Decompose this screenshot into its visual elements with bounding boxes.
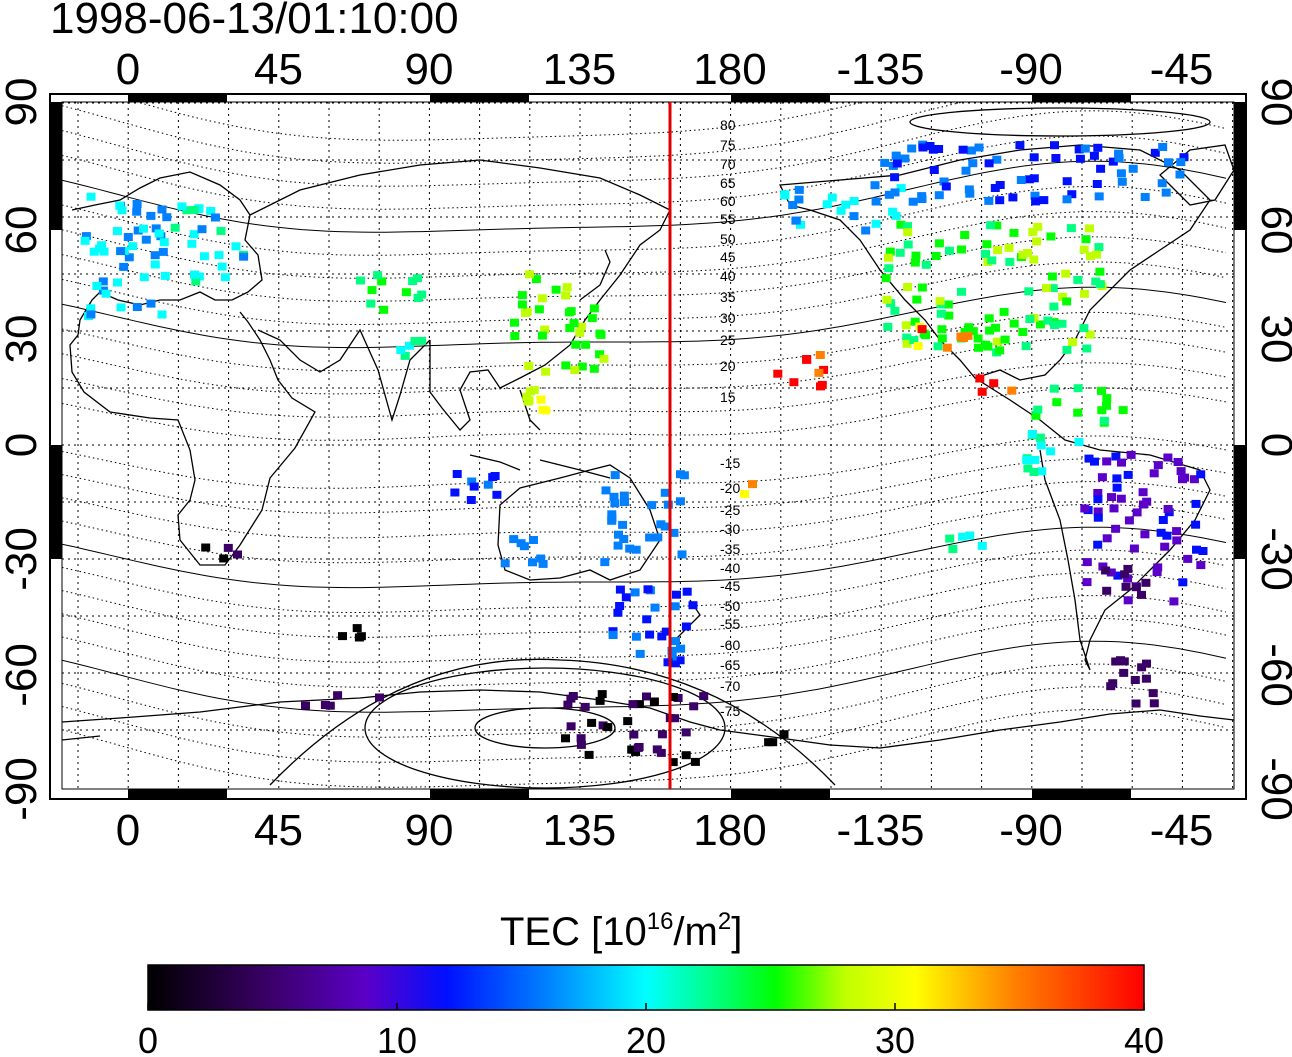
dip-label: -55 bbox=[720, 616, 740, 632]
dip-label: -45 bbox=[720, 578, 740, 594]
dip-label: 35 bbox=[720, 289, 736, 305]
dip-label: 30 bbox=[720, 310, 736, 326]
magnetic-dip-contours bbox=[62, 102, 1227, 789]
y-tick-right: 90 bbox=[1252, 78, 1292, 127]
y-tick-left: 60 bbox=[0, 206, 46, 255]
dip-label: 15 bbox=[720, 389, 736, 405]
dip-label: -40 bbox=[720, 560, 740, 576]
colorbar-tick: 30 bbox=[875, 1020, 915, 1057]
tec-data-cells bbox=[80, 140, 1208, 767]
colorbar-tick: 20 bbox=[626, 1020, 666, 1057]
x-tick-top: 0 bbox=[116, 45, 140, 94]
coastlines bbox=[62, 144, 1234, 749]
dip-label: -60 bbox=[720, 637, 740, 653]
y-tick-right: 30 bbox=[1252, 315, 1292, 364]
colorbar-tick: 10 bbox=[377, 1020, 417, 1057]
dip-label: 45 bbox=[720, 249, 736, 265]
dip-label: -20 bbox=[720, 480, 740, 496]
dip-label: 25 bbox=[720, 332, 736, 348]
x-tick-bottom: 90 bbox=[405, 806, 454, 855]
x-tick-bottom: -90 bbox=[999, 806, 1063, 855]
x-tick-bottom: 0 bbox=[116, 806, 140, 855]
y-tick-left: 0 bbox=[0, 433, 46, 457]
x-tick-bottom: -45 bbox=[1150, 806, 1214, 855]
x-tick-top: 45 bbox=[254, 45, 303, 94]
y-tick-left: -30 bbox=[0, 527, 46, 591]
figure-title: 1998-06-13/01:10:00 bbox=[50, 0, 459, 43]
x-tick-bottom: -135 bbox=[836, 806, 924, 855]
colorbar-tick: 40 bbox=[1124, 1020, 1164, 1057]
dip-label: 55 bbox=[720, 211, 736, 227]
dip-label: -30 bbox=[720, 521, 740, 537]
x-tick-top: -90 bbox=[999, 45, 1063, 94]
dip-label: 80 bbox=[720, 117, 736, 133]
dip-label: -15 bbox=[720, 455, 740, 471]
dip-label: 70 bbox=[720, 156, 736, 172]
x-tick-bottom: 180 bbox=[693, 806, 766, 855]
dip-label: -35 bbox=[720, 541, 740, 557]
dip-label: -70 bbox=[720, 678, 740, 694]
y-tick-right: 0 bbox=[1252, 433, 1292, 457]
colorbar: 0 10 20 30 40 TEC [1016/m2] bbox=[138, 908, 1164, 1057]
dip-label: -50 bbox=[720, 598, 740, 614]
y-tick-right: 60 bbox=[1252, 206, 1292, 255]
x-tick-top: 90 bbox=[405, 45, 454, 94]
dip-label: 65 bbox=[720, 175, 736, 191]
dip-contour-labels: 80 75 70 65 60 55 50 45 40 35 30 25 20 15 -15 -20 -25 -30… bbox=[720, 117, 740, 719]
x-tick-top: 135 bbox=[543, 45, 616, 94]
dip-label: 40 bbox=[720, 268, 736, 284]
colorbar-label: TEC [1016/m2] bbox=[500, 908, 742, 954]
y-tick-left: 90 bbox=[0, 78, 46, 127]
y-tick-right: -90 bbox=[1252, 757, 1292, 821]
x-tick-bottom: 45 bbox=[254, 806, 303, 855]
x-tick-top: -45 bbox=[1150, 45, 1214, 94]
axis-tick-labels: 0045459090135135180180-135-135-90-90-45-… bbox=[0, 45, 1292, 855]
dip-label: -65 bbox=[720, 657, 740, 673]
y-tick-left: -60 bbox=[0, 643, 46, 707]
dip-label: -25 bbox=[720, 502, 740, 518]
dip-label: -75 bbox=[720, 703, 740, 719]
graticule bbox=[62, 102, 1234, 789]
x-tick-bottom: 135 bbox=[543, 806, 616, 855]
x-tick-top: 180 bbox=[693, 45, 766, 94]
dip-label: 50 bbox=[720, 231, 736, 247]
dip-label: 20 bbox=[720, 358, 736, 374]
dip-label: 75 bbox=[720, 137, 736, 153]
y-tick-right: -30 bbox=[1252, 527, 1292, 591]
y-tick-left: -90 bbox=[0, 757, 46, 821]
y-tick-left: 30 bbox=[0, 315, 46, 364]
x-tick-top: -135 bbox=[836, 45, 924, 94]
dip-label: 60 bbox=[720, 193, 736, 209]
y-tick-right: -60 bbox=[1252, 643, 1292, 707]
colorbar-tick: 0 bbox=[138, 1020, 158, 1057]
